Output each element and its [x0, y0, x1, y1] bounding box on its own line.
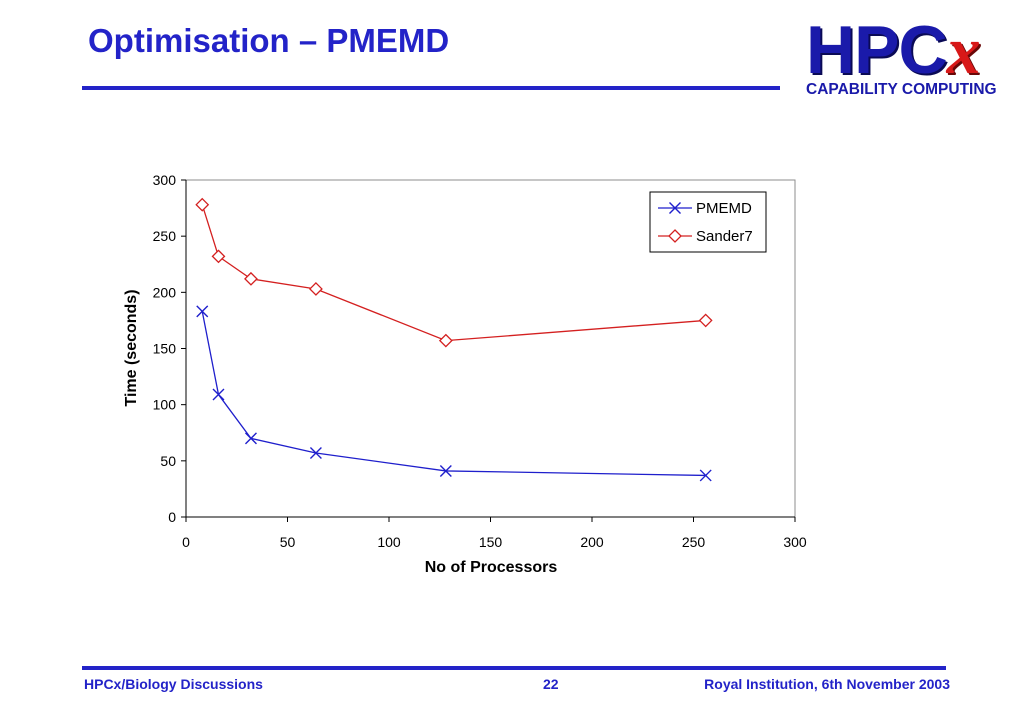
pmemd-data-point: [309, 446, 322, 459]
x-tick-label: 150: [479, 534, 503, 550]
x-axis-title: No of Processors: [425, 559, 558, 576]
x-tick-label: 100: [377, 534, 401, 550]
chart-legend: PMEMD Sander7: [649, 191, 767, 253]
slide-title: Optimisation – PMEMD: [88, 22, 450, 59]
y-tick-label: 100: [153, 397, 177, 413]
x-tick-label: 0: [182, 534, 190, 550]
chart-series: [195, 197, 713, 482]
y-axis-title: Time (seconds): [123, 289, 140, 406]
logo-wordmark: HPCx: [806, 12, 981, 88]
legend-sander7-label: Sander7: [696, 228, 753, 245]
footer-left-text: HPCx/Biology Discussions: [84, 676, 263, 692]
sander7-data-point: [211, 249, 226, 264]
sander7-data-point: [309, 282, 323, 296]
y-tick-label: 50: [160, 453, 176, 469]
footer-right-text: Royal Institution, 6th November 2003: [704, 676, 950, 692]
pmemd-data-point: [212, 388, 225, 401]
y-tick-label: 0: [168, 509, 176, 525]
y-tick-label: 300: [153, 172, 177, 188]
y-tick-label: 250: [153, 228, 177, 244]
pmemd-data-point-stroke-b: [699, 469, 712, 482]
x-tick-label: 300: [783, 534, 807, 550]
sander7-series-line: [201, 204, 706, 342]
legend-pmemd-marker-stroke-b: [669, 202, 681, 214]
chart-axes: 0 50 100 150 200 250 300 0 50 100 150 200 250 300: [153, 172, 807, 550]
x-tick-label: 50: [280, 534, 296, 550]
legend-pmemd-label: PMEMD: [696, 200, 752, 217]
pmemd-data-point: [196, 305, 209, 318]
legend-box: [649, 191, 767, 253]
logo-main-text: HPC: [806, 12, 948, 88]
pmemd-data-point-stroke-b: [309, 446, 322, 459]
pmemd-data-point-stroke-b: [212, 388, 225, 401]
y-tick-label: 150: [153, 341, 177, 357]
pmemd-data-point: [244, 432, 257, 445]
pmemd-data-point-stroke-b: [196, 305, 209, 318]
sander7-data-point: [698, 313, 713, 328]
pmemd-series-line: [201, 311, 706, 477]
title-divider: [82, 86, 780, 90]
logo-x-text: x: [946, 12, 981, 88]
footer-page-number: 22: [543, 676, 559, 692]
pmemd-data-point-stroke-b: [244, 432, 257, 445]
legend-pmemd-marker: [669, 202, 681, 214]
x-tick-label: 250: [682, 534, 706, 550]
sander7-data-point: [244, 271, 258, 286]
logo-subtitle: CAPABILITY COMPUTING: [806, 81, 997, 98]
sander7-data-point: [438, 333, 453, 348]
pmemd-data-point-stroke-b: [439, 464, 452, 477]
hpcx-logo: HPCx CAPABILITY COMPUTING: [800, 12, 1014, 104]
y-tick-label: 200: [153, 284, 177, 300]
footer-divider: [82, 666, 946, 670]
pmemd-data-point: [439, 464, 452, 477]
x-tick-label: 200: [580, 534, 604, 550]
sander7-data-point: [195, 197, 210, 212]
pmemd-data-point: [699, 469, 712, 482]
legend-sander7-marker: [668, 229, 682, 243]
